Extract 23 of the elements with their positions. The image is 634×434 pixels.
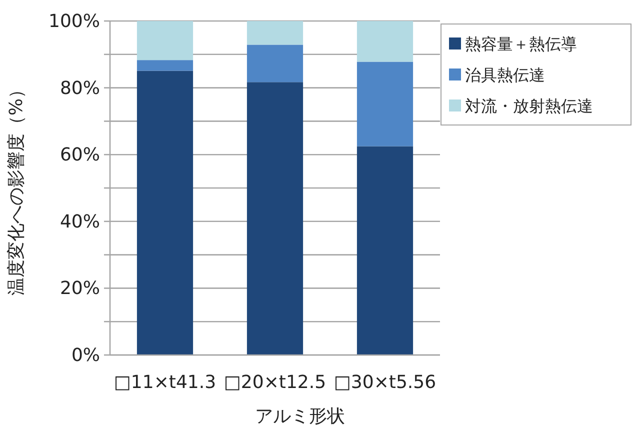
bar	[356, 146, 414, 355]
bar	[136, 70, 194, 355]
y-tick-label: 60%	[60, 144, 100, 166]
legend-label: 熱容量＋熱伝導	[465, 34, 577, 54]
y-axis-title: 温度変化への影響度（%）	[6, 80, 27, 296]
x-tick-label: □30×t5.56	[334, 372, 436, 393]
x-tick-label: □11×t41.3	[114, 372, 216, 393]
y-tick-label: 40%	[60, 211, 100, 232]
y-tick-label: 20%	[60, 278, 100, 300]
bar	[356, 21, 414, 62]
bar	[136, 60, 194, 71]
legend-label: 対流・放射熱伝達	[465, 96, 593, 116]
y-tick-label: 0%	[71, 345, 100, 366]
x-axis-title: アルミ形状	[255, 406, 345, 427]
bar	[136, 21, 194, 60]
bar	[246, 21, 304, 45]
bar	[246, 82, 304, 355]
y-tick-label: 80%	[60, 78, 100, 99]
y-tick-label: 100%	[48, 11, 100, 32]
bar	[246, 44, 304, 82]
x-tick-label: □20×t12.5	[224, 372, 326, 393]
legend-label: 治具熱伝達	[465, 66, 545, 84]
bar	[356, 62, 414, 146]
